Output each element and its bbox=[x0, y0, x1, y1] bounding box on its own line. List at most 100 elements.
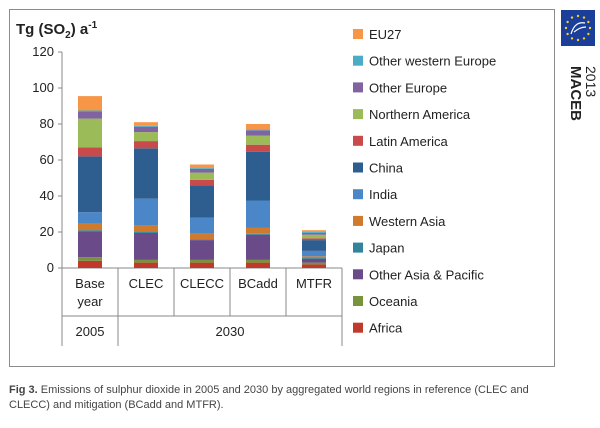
bar-segment-northern-america bbox=[302, 234, 326, 239]
bar-segment-other-europe bbox=[134, 126, 158, 133]
legend-label: EU27 bbox=[369, 27, 402, 42]
y-tick-label: 100 bbox=[32, 80, 54, 95]
legend-swatch bbox=[353, 242, 363, 253]
bar-segment-oceania bbox=[190, 259, 214, 263]
bar-segment-latin-america bbox=[134, 141, 158, 149]
bar-segment-northern-america bbox=[246, 135, 270, 145]
bar-segment-india bbox=[78, 212, 102, 223]
bar-segment-latin-america bbox=[78, 147, 102, 157]
bar-segment-oceania bbox=[246, 259, 270, 263]
bar-segment-africa bbox=[134, 262, 158, 268]
legend-label: Latin America bbox=[369, 134, 449, 149]
legend-swatch bbox=[353, 109, 363, 120]
bar-segment-oceania bbox=[134, 259, 158, 263]
bar-segment-other-western-europe bbox=[302, 232, 326, 233]
eu-logo bbox=[561, 10, 595, 46]
logo-star bbox=[564, 26, 568, 30]
legend-label: Other Europe bbox=[369, 80, 447, 95]
logo-star bbox=[566, 32, 569, 36]
stacked-bar-chart: Tg (SO2) a-1 0 20 40 60 80 100 120 Base year CLE… bbox=[16, 20, 496, 346]
bar-segment-eu27 bbox=[246, 124, 270, 130]
bar-segment-japan bbox=[78, 230, 102, 232]
x-category-label-line2: year bbox=[77, 294, 103, 309]
legend-label: Africa bbox=[369, 321, 403, 336]
logo-signature-mark bbox=[570, 22, 587, 35]
x-category-label: CLEC bbox=[129, 276, 164, 291]
bar-segment-other-europe bbox=[246, 130, 270, 136]
logo-star bbox=[587, 32, 590, 36]
bar-segment-japan bbox=[190, 239, 214, 241]
bar-segment-latin-america bbox=[246, 144, 270, 152]
legend-swatch bbox=[353, 135, 363, 146]
brand-vertical: MACEB 2013 bbox=[567, 66, 599, 121]
y-axis-title-main: Tg (SO bbox=[16, 21, 65, 38]
y-tick-label: 120 bbox=[32, 44, 54, 59]
legend-label: Other western Europe bbox=[369, 54, 496, 69]
legend-swatch bbox=[353, 29, 363, 39]
legend-swatch bbox=[353, 296, 363, 306]
logo-star bbox=[570, 37, 574, 40]
y-tick-label: 0 bbox=[47, 260, 54, 275]
legend-swatch bbox=[353, 189, 363, 200]
bars bbox=[78, 96, 326, 268]
brand-name: MACEB bbox=[567, 66, 584, 121]
bar-segment-other-asia-pacific bbox=[190, 240, 214, 260]
bar-segment-western-asia bbox=[78, 223, 102, 231]
bar-segment-eu27 bbox=[134, 122, 158, 126]
bar-segment-india bbox=[134, 198, 158, 226]
bar-segment-china bbox=[134, 148, 158, 199]
bar-segment-china bbox=[78, 156, 102, 213]
bar-segment-other-asia-pacific bbox=[302, 259, 326, 263]
y-tick-label: 20 bbox=[40, 224, 54, 239]
x-category-label: Base bbox=[75, 276, 105, 291]
logo-star bbox=[588, 26, 592, 30]
y-tick-label: 60 bbox=[40, 152, 54, 167]
bar-segment-latin-america bbox=[190, 179, 214, 186]
bar-segment-other-asia-pacific bbox=[78, 232, 102, 258]
y-tick-label: 80 bbox=[40, 116, 54, 131]
chart-frame: Tg (SO2) a-1 0 20 40 60 80 100 120 Base year CLE… bbox=[9, 9, 555, 367]
bar-segment-china bbox=[302, 240, 326, 251]
bar-segment-africa bbox=[78, 260, 102, 268]
bar-segment-oceania bbox=[78, 257, 102, 261]
legend-swatch bbox=[353, 162, 363, 173]
bar-segment-eu27 bbox=[190, 164, 214, 169]
bar-segment-africa bbox=[302, 264, 326, 268]
bar-segment-western-asia bbox=[190, 233, 214, 240]
brand-year: 2013 bbox=[583, 66, 599, 97]
x-category-label: MTFR bbox=[296, 276, 332, 291]
bar-segment-japan bbox=[302, 258, 326, 259]
logo-stars bbox=[564, 14, 592, 42]
x-category-label: BCadd bbox=[238, 276, 278, 291]
y-tick-label: 40 bbox=[40, 188, 54, 203]
y-axis-title: Tg (SO2) a-1 bbox=[16, 20, 98, 41]
legend-label: Northern America bbox=[369, 107, 471, 122]
bar-segment-eu27 bbox=[302, 230, 326, 232]
bar-segment-oceania bbox=[302, 262, 326, 265]
bar-segment-northern-america bbox=[190, 172, 214, 180]
bar-segment-japan bbox=[134, 232, 158, 233]
bar-segment-western-asia bbox=[134, 225, 158, 232]
bar-segment-other-asia-pacific bbox=[134, 232, 158, 260]
logo-star bbox=[570, 16, 574, 19]
legend: EU27 Other western Europe Other Europe Nort… bbox=[353, 27, 496, 336]
x-category-label: CLECC bbox=[180, 276, 224, 291]
caption-text: Emissions of sulphur dioxide in 2005 and… bbox=[9, 384, 529, 411]
figure-caption: Fig 3. Emissions of sulphur dioxide in 2… bbox=[9, 383, 549, 413]
x-group-label: 2005 bbox=[76, 324, 105, 339]
legend-label: Oceania bbox=[369, 294, 418, 309]
bar-segment-africa bbox=[246, 262, 270, 268]
legend-label: India bbox=[369, 187, 398, 202]
logo-star bbox=[576, 14, 580, 18]
bar-segment-other-europe bbox=[190, 169, 214, 173]
legend-label: Japan bbox=[369, 241, 404, 256]
bar-segment-other-western-europe bbox=[134, 125, 158, 127]
bar-segment-other-asia-pacific bbox=[246, 234, 270, 260]
legend-label: Western Asia bbox=[369, 214, 446, 229]
bar-segment-india bbox=[190, 217, 214, 234]
legend-swatch bbox=[353, 215, 363, 226]
legend-swatch bbox=[353, 55, 363, 66]
logo-star bbox=[576, 38, 580, 42]
logo-star bbox=[582, 37, 586, 40]
y-axis-title-tail: ) a bbox=[71, 21, 89, 38]
